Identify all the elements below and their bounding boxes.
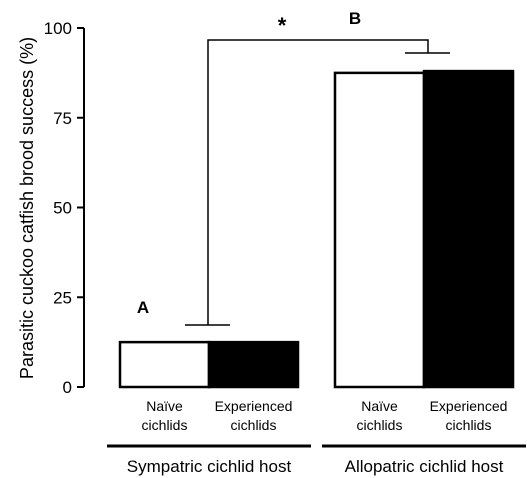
y-tick-label: 25 [53, 288, 72, 307]
x-axis-labels: Naïve cichlids Experienced cichlids Sympatri… [107, 398, 526, 476]
bar-label-line1: Naïve [361, 398, 398, 414]
group-letter-a: A [137, 298, 149, 317]
bar-label-line1: Experienced [215, 398, 293, 414]
bar-g0-b0 [118, 340, 211, 389]
bar-g0-b1 [207, 340, 300, 389]
y-tick-label: 75 [53, 109, 72, 128]
bar-label-line2: cichlids [142, 417, 188, 433]
significance-bracket [207, 39, 429, 325]
bar-label-line2: cichlids [446, 417, 492, 433]
bars [118, 69, 515, 389]
y-axis: 0 25 50 75 100 [44, 19, 85, 397]
y-tick-label: 0 [63, 378, 72, 397]
group-label: Sympatric cichlid host [127, 457, 292, 476]
bar-label-line2: cichlids [357, 417, 403, 433]
y-tick-label: 50 [53, 199, 72, 218]
bar-g1-b1 [422, 69, 515, 389]
y-axis-label: Parasitic cuckoo catfish brood success (… [17, 37, 37, 379]
bar-label-line1: Experienced [430, 398, 508, 414]
annotations: A B * [137, 9, 450, 326]
bar-label-line1: Naïve [146, 398, 183, 414]
significance-star: * [278, 13, 287, 38]
bar-label-line2: cichlids [231, 417, 277, 433]
group-label: Allopatric cichlid host [345, 457, 504, 476]
y-tick-label: 100 [44, 19, 72, 38]
bar-g1-b0 [333, 71, 426, 389]
group-letter-b: B [349, 9, 361, 28]
